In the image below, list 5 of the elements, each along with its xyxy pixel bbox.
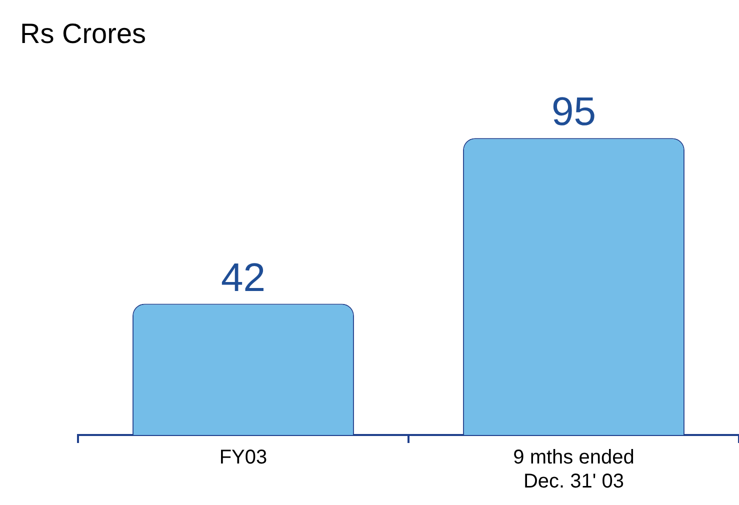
data-label: 95 [552,90,596,134]
x-tick-label: 9 mths ended Dec. 31' 03 [513,446,634,493]
x-tick-label: FY03 [219,446,268,469]
y-axis-title: Rs Crores [20,18,146,50]
data-label: 42 [221,256,266,300]
